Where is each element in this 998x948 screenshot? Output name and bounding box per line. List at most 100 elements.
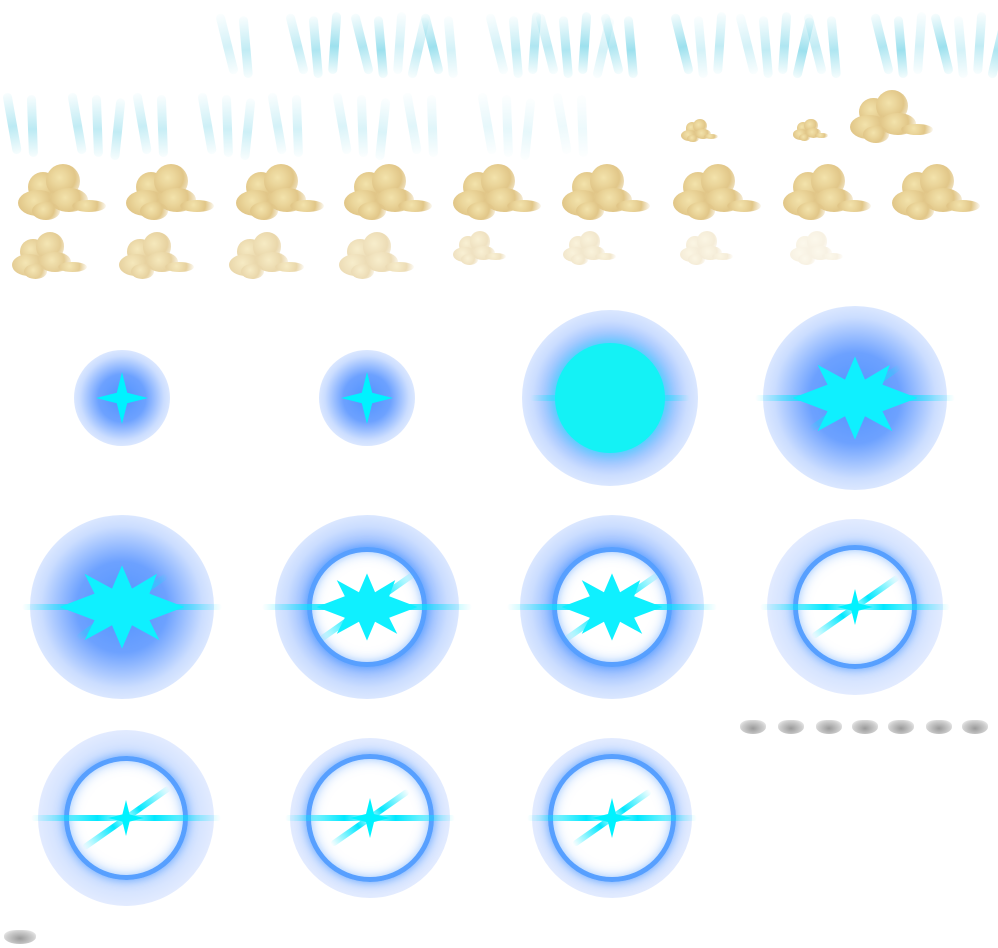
orb-burst — [317, 573, 418, 640]
dust-puff — [507, 200, 541, 212]
water-streak — [375, 98, 390, 161]
orb-flare — [22, 604, 222, 610]
orb-halo — [767, 519, 943, 695]
dust-puff — [467, 202, 495, 220]
dust-cloud-frame — [5, 230, 101, 294]
water-streak — [267, 92, 287, 155]
grey-mini-sprite — [888, 720, 914, 734]
dust-puff — [687, 202, 715, 220]
water-streak — [694, 16, 708, 79]
water-streak — [502, 95, 513, 157]
orb-ring — [793, 545, 917, 669]
grey-mini-sprite — [962, 720, 988, 734]
dust-puff — [595, 253, 615, 260]
dust-puff — [688, 254, 705, 265]
grey-mini-sprite — [926, 720, 952, 734]
orb-burst — [562, 573, 663, 640]
dust-puff — [863, 126, 890, 143]
dust-puff — [946, 200, 980, 212]
orb-flare — [572, 789, 652, 848]
dust-puff — [131, 264, 155, 279]
dust-puff — [351, 264, 375, 279]
water-splash-frame — [405, 88, 475, 160]
dust-cloud-frame — [665, 162, 761, 226]
water-splash-frame — [425, 6, 495, 78]
orb-flare — [572, 370, 648, 425]
dust-cloud-frame — [10, 162, 106, 226]
dust-cloud-frame — [884, 162, 980, 226]
water-splash-frame — [740, 6, 810, 78]
orb-star — [108, 800, 144, 836]
orb-halo — [520, 515, 704, 699]
dust-puff — [576, 202, 604, 220]
water-streak — [110, 98, 125, 161]
orb-flare — [563, 571, 661, 642]
orb-flare — [530, 395, 690, 401]
dust-cloud-frame — [448, 230, 544, 294]
dust-puff — [250, 202, 278, 220]
dust-puff — [290, 200, 324, 212]
grey-mini-sprite — [816, 720, 842, 734]
water-streak — [624, 16, 638, 79]
dust-puff — [727, 200, 761, 212]
water-streak — [552, 92, 572, 155]
dust-puff — [485, 253, 505, 260]
orb-core — [555, 343, 665, 453]
water-streak — [520, 98, 535, 161]
dust-cloud-frame — [558, 230, 654, 294]
dust-puff — [822, 253, 842, 260]
orb-flare — [760, 604, 950, 610]
water-splash-frame — [335, 88, 405, 160]
water-splash-frame — [135, 88, 205, 160]
dust-cloud-frame — [112, 230, 208, 294]
orb-burst — [793, 356, 918, 439]
dust-cloud-frame — [554, 162, 650, 226]
water-streak — [240, 98, 255, 161]
water-streak — [827, 16, 841, 79]
orb-flare — [330, 789, 410, 848]
water-streak — [132, 92, 152, 155]
orb-ring — [307, 547, 427, 667]
water-streak — [427, 95, 438, 157]
grey-mini-sprite — [4, 930, 36, 944]
orb-flare — [527, 815, 697, 821]
orb-halo — [532, 738, 692, 898]
orb-ring — [306, 754, 434, 882]
orb-halo — [763, 306, 947, 490]
water-streak — [578, 12, 591, 74]
water-streak — [357, 95, 368, 157]
orb-flare — [755, 395, 955, 401]
water-splash-frame — [355, 6, 425, 78]
orb-flare — [81, 786, 170, 851]
grey-mini-sprite — [740, 720, 766, 734]
water-streak — [332, 92, 352, 155]
orb-star — [592, 798, 632, 838]
orb-flare — [810, 575, 899, 640]
orb-halo — [275, 515, 459, 699]
dust-puff — [358, 202, 386, 220]
water-streak — [913, 12, 926, 74]
orb-star — [837, 589, 873, 625]
water-splash-frame — [270, 88, 340, 160]
orb-halo — [522, 310, 698, 486]
dust-puff — [837, 200, 871, 212]
grey-mini-sprite — [778, 720, 804, 734]
water-splash-frame — [290, 6, 360, 78]
orb-ring — [552, 547, 672, 667]
dust-puff — [241, 264, 265, 279]
water-streak — [292, 95, 303, 157]
water-streak — [27, 95, 38, 157]
dust-puff — [461, 254, 478, 265]
orb-halo — [38, 730, 214, 906]
water-streak — [67, 92, 87, 155]
orb-halo — [319, 350, 415, 446]
water-splash-frame — [5, 88, 75, 160]
orb-burst — [60, 565, 185, 648]
dust-puff — [24, 264, 48, 279]
water-streak — [713, 12, 726, 74]
dust-cloud-frame — [118, 162, 214, 226]
orb-star — [341, 372, 393, 424]
dust-puff — [72, 200, 106, 212]
dust-cloud-frame — [675, 230, 771, 294]
water-streak — [92, 95, 103, 157]
